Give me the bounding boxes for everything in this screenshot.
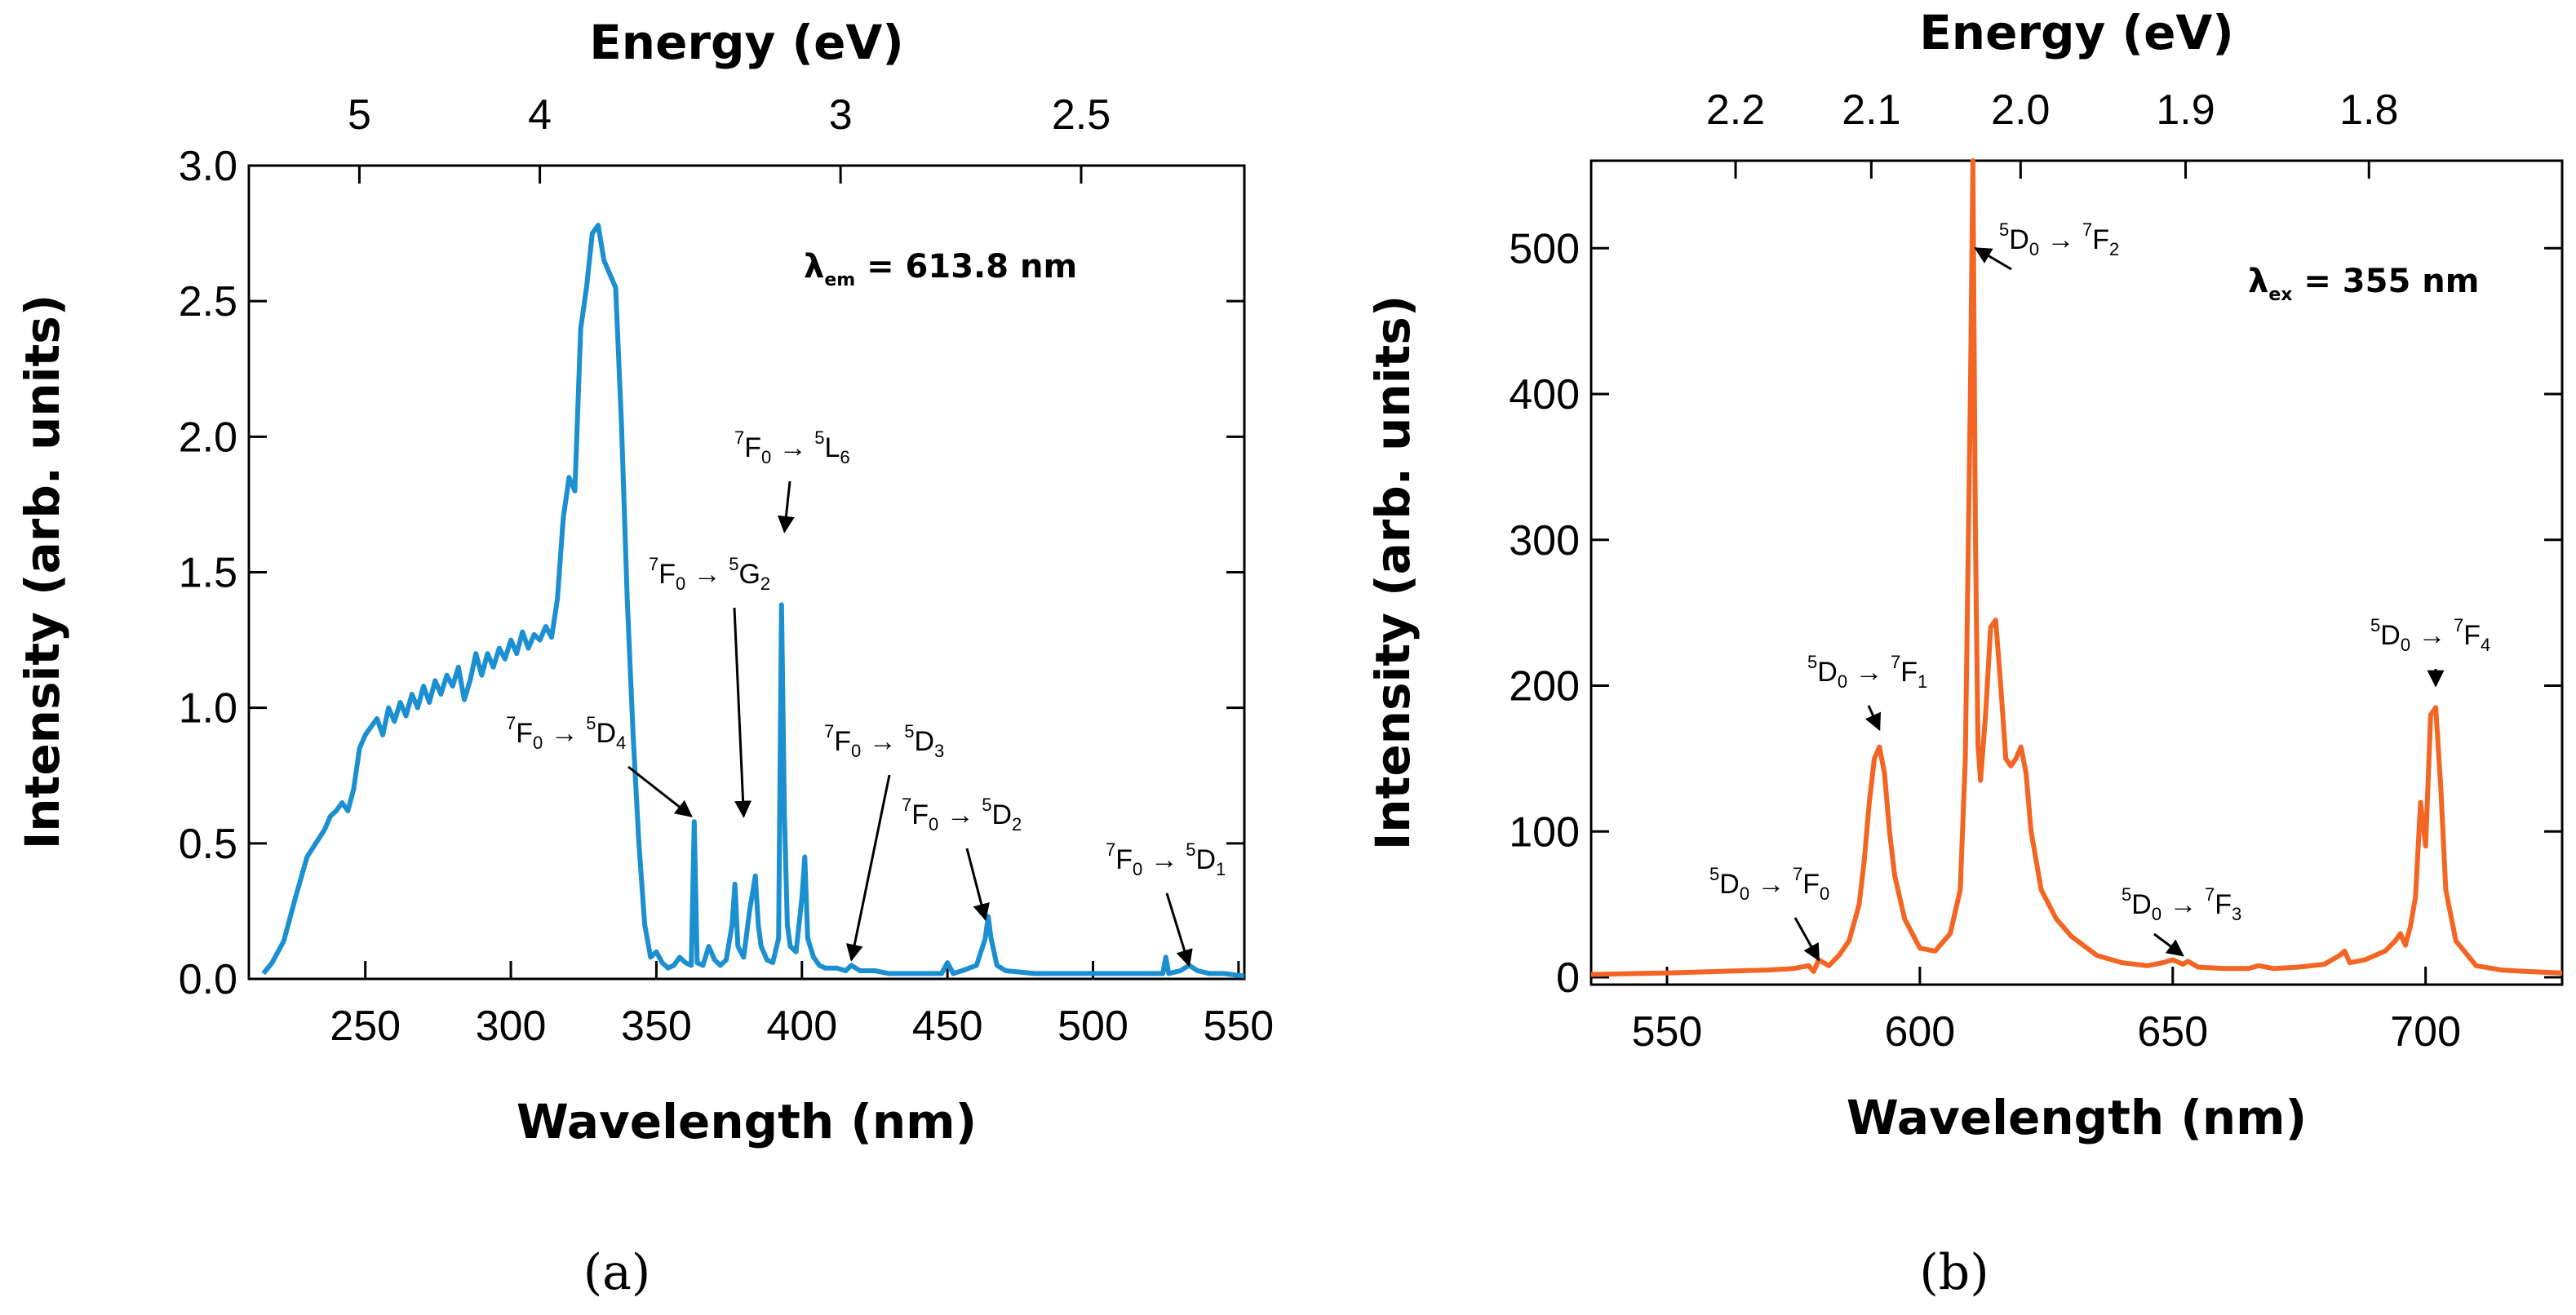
panel-b-top-axis-title: Energy (eV) (1919, 5, 2234, 60)
panel-b-top-tick-label: 2.0 (1991, 86, 2050, 134)
panel-a-top-tick-label: 4 (528, 91, 552, 139)
panel-b-y-tick-label: 300 (1509, 517, 1580, 565)
panel-a-transition-label: 7F0 → 5D2 (902, 795, 1022, 835)
panel-b-top-tick-label: 1.9 (2156, 86, 2215, 134)
panel-a-annotations: 7F0 → 5D4 7F0 → 5G2 7F0 → 5L6 7F0 → 5D3 7F0 … (506, 427, 1226, 967)
panel-a-transition-label: 7F0 → 5G2 (649, 554, 770, 594)
panel-a-y-tick-label: 1.5 (179, 550, 237, 597)
panel-b-series-line (1590, 158, 2563, 977)
panel-a-transition-label: 7F0 → 5D3 (824, 721, 944, 761)
panel-a-series-line (261, 223, 1245, 979)
panel-b-annotations: 5D0 → 7F0 5D0 → 7F1 5D0 → 7F2 5D0 → 7F3 5D0 … (1709, 219, 2490, 962)
panel-b-y-tick-label: 0 (1556, 954, 1580, 1002)
panel-a-y-axis-title: Intensity (arb. units) (15, 294, 70, 850)
panel-a-top-axis-title: Energy (eV) (589, 15, 904, 70)
panel-b-transition-arrow (1864, 705, 1882, 732)
panel-b-x-tick-label: 600 (1884, 1008, 1955, 1056)
panel-a-y-tick-label: 1.0 (179, 685, 237, 733)
panel-a-caption: (a) (583, 1244, 651, 1301)
panel-b-y-axis-title: Intensity (arb. units) (1365, 295, 1421, 851)
panel-a-y-tick-label: 0.5 (179, 821, 237, 868)
panel-a-y-tick-label: 2.5 (179, 278, 237, 325)
panel-a-transition-arrow (777, 480, 795, 534)
panel-a-ticks: 250 300 350 400 450 500 550 0.0 0.5 1.0 1.5 2.0 2.5 3… (179, 91, 1275, 1050)
panel-a-x-tick-label: 300 (476, 1003, 547, 1050)
panel-a-transition-arrow (1165, 892, 1193, 967)
panel-b-y-tick-label: 400 (1509, 371, 1580, 418)
panel-b-transition-label: 5D0 → 7F4 (2370, 615, 2490, 655)
panel-a: 250 300 350 400 450 500 550 0.0 0.5 1.0 1.5 2.0 2.5 3… (15, 15, 1274, 1301)
panel-a-y-tick-label: 3.0 (179, 143, 237, 190)
panel-a-data (261, 223, 1245, 979)
panel-b-top-tick-label: 1.8 (2339, 86, 2398, 134)
panel-a-x-tick-label: 250 (330, 1003, 401, 1050)
panel-b-x-axis-title: Wavelength (nm) (1847, 1090, 2307, 1145)
panel-b-y-tick-label: 500 (1509, 225, 1580, 272)
panel-b-x-tick-label: 650 (2137, 1008, 2208, 1056)
panel-a-x-tick-label: 350 (621, 1003, 692, 1050)
panel-a-transition-arrow (965, 848, 990, 921)
panel-b-data (1590, 158, 2563, 977)
panel-b-excitation-condition: λex = 355 nm (2248, 263, 2479, 305)
panel-a-x-tick-label: 400 (766, 1003, 837, 1050)
panel-a-transition-arrow (845, 774, 891, 962)
panel-b-top-tick-label: 2.2 (1706, 86, 1765, 134)
panel-a-x-tick-label: 500 (1057, 1003, 1128, 1050)
panel-a-transition-label: 7F0 → 5D4 (506, 713, 626, 753)
panel-b-y-tick-label: 100 (1509, 808, 1580, 856)
panel-b: 550 600 650 700 0 100 200 300 400 500 2.2 2.1 2.0 1.9… (1365, 5, 2564, 1301)
panel-b-y-tick-label: 200 (1509, 663, 1580, 711)
panel-b-x-tick-label: 550 (1632, 1008, 1703, 1056)
panel-a-top-tick-label: 3 (829, 91, 853, 139)
panel-a-excitation-condition: λem = 613.8 nm (804, 248, 1077, 290)
panel-b-transition-label: 5D0 → 7F3 (2122, 884, 2241, 924)
panel-a-y-tick-label: 2.0 (179, 414, 237, 461)
panel-a-top-tick-label: 2.5 (1052, 91, 1111, 139)
panel-a-transition-arrow (627, 765, 693, 817)
panel-a-x-axis-title: Wavelength (nm) (517, 1094, 977, 1149)
panel-b-top-tick-label: 2.1 (1842, 86, 1900, 134)
panel-b-plot-frame (1589, 159, 2564, 986)
panel-b-caption: (b) (1919, 1244, 1989, 1301)
panel-a-x-tick-label: 550 (1203, 1003, 1274, 1050)
panel-b-transition-arrow (2153, 932, 2184, 957)
panel-a-transition-label: 7F0 → 5D1 (1106, 839, 1226, 879)
panel-b-transition-arrow (1793, 917, 1820, 962)
panel-b-transition-label: 5D0 → 7F2 (1999, 219, 2119, 259)
panel-b-ticks: 550 600 650 700 0 100 200 300 400 500 2.2 2.1 2.0 1.9… (1509, 86, 2562, 1056)
panel-a-top-tick-label: 5 (348, 91, 371, 139)
panel-b-transition-arrow (1974, 246, 2012, 271)
panel-b-transition-label: 5D0 → 7F1 (1807, 652, 1927, 692)
panel-a-y-tick-label: 0.0 (179, 956, 237, 1003)
panel-b-x-tick-label: 700 (2390, 1008, 2461, 1056)
panel-a-transition-arrow (733, 607, 752, 818)
panel-a-transition-label: 7F0 → 5L6 (734, 427, 850, 467)
panel-b-transition-label: 5D0 → 7F0 (1709, 864, 1829, 904)
panel-a-x-tick-label: 450 (912, 1003, 983, 1050)
